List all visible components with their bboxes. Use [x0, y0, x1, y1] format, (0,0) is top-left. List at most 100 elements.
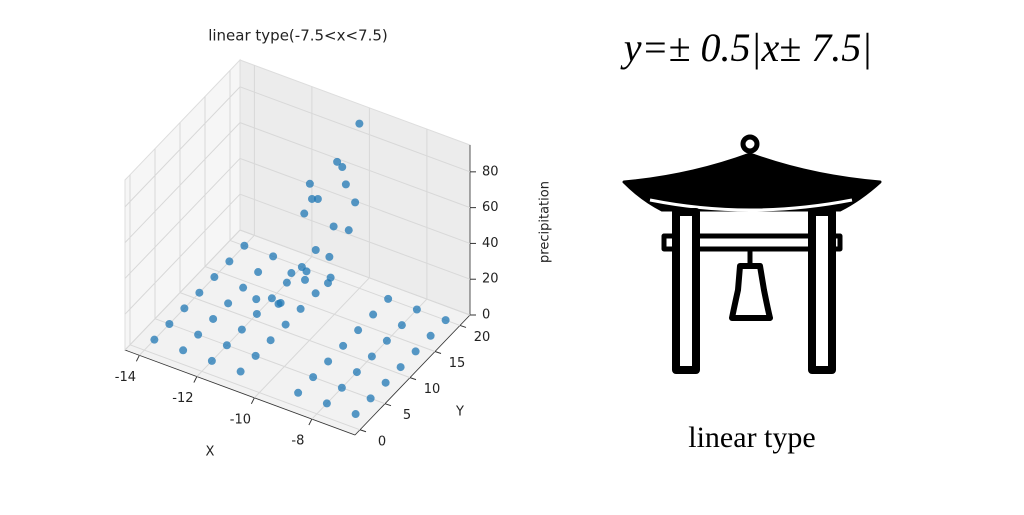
grid-line	[239, 122, 471, 209]
point	[240, 241, 249, 250]
grid-line	[229, 239, 461, 326]
point	[384, 294, 393, 303]
grid-line	[154, 318, 386, 405]
point	[311, 289, 320, 298]
point	[381, 378, 390, 387]
grid-line	[179, 292, 411, 379]
grid-line	[124, 229, 241, 351]
grid-line	[204, 266, 436, 352]
point	[351, 410, 360, 419]
point	[150, 335, 159, 344]
point	[313, 194, 322, 203]
point	[236, 367, 245, 376]
point	[239, 283, 248, 292]
tick-mark	[434, 351, 442, 354]
grid-line	[129, 344, 361, 431]
point	[165, 320, 174, 329]
point	[224, 299, 233, 308]
point	[338, 163, 347, 172]
grid-line	[124, 158, 241, 279]
plot-3d: -14 -12 -10 -8 0 5 10 15 20 0 20 40 60 80	[115, 58, 499, 449]
point	[267, 294, 276, 303]
point	[339, 341, 348, 350]
grid-line	[124, 122, 241, 243]
point	[441, 316, 450, 325]
y-tick-label: 15	[449, 356, 466, 371]
point	[309, 373, 318, 382]
point	[210, 273, 219, 282]
point	[426, 331, 435, 340]
point	[296, 304, 305, 313]
point	[287, 269, 296, 278]
point	[325, 252, 334, 261]
point	[366, 394, 375, 403]
tick-mark	[409, 377, 417, 381]
z-tick-label: 0	[482, 308, 490, 323]
point	[397, 321, 406, 330]
tick-mark	[193, 376, 198, 383]
point	[237, 325, 246, 334]
point	[411, 347, 420, 356]
point	[396, 363, 405, 372]
point	[322, 399, 331, 408]
chart-title: linear type(-7.5<x<7.5)	[208, 27, 388, 45]
y-tick-label: 5	[403, 408, 411, 423]
grid-line	[124, 86, 241, 208]
point	[324, 279, 332, 288]
point	[382, 336, 391, 345]
z-tick-label: 80	[482, 164, 499, 179]
point	[302, 267, 311, 276]
point	[355, 119, 364, 128]
point	[222, 341, 231, 350]
y-tick-label: 20	[474, 330, 491, 345]
z-tick-label: 20	[482, 272, 499, 287]
point	[294, 388, 303, 397]
point	[225, 257, 234, 266]
point	[308, 194, 316, 203]
tick-mark	[250, 397, 255, 405]
point	[282, 278, 291, 287]
point	[341, 180, 350, 189]
point	[412, 305, 421, 314]
point	[207, 356, 216, 365]
point	[300, 209, 309, 218]
tick-mark	[384, 403, 392, 407]
tick-mark	[459, 324, 467, 328]
point	[194, 330, 203, 339]
point	[367, 352, 376, 361]
tick-mark	[135, 355, 140, 362]
point	[354, 326, 363, 335]
point	[344, 226, 353, 235]
point	[369, 310, 378, 319]
gate-icon	[622, 134, 882, 374]
x-tick-label: -8	[291, 434, 304, 449]
point	[209, 314, 218, 323]
point	[305, 179, 314, 188]
y-axis-label: Y	[455, 405, 464, 420]
axis-line	[124, 349, 356, 436]
y-tick-label: 0	[378, 434, 386, 449]
point	[179, 346, 188, 355]
point	[351, 198, 360, 207]
z-tick-label: 60	[482, 200, 499, 215]
point	[281, 320, 290, 329]
point	[254, 268, 263, 277]
grid-line	[239, 86, 471, 173]
grid-line	[239, 229, 471, 316]
point	[301, 275, 309, 284]
x-tick-label: -12	[172, 391, 193, 406]
point	[311, 246, 320, 255]
point	[269, 252, 278, 261]
x-axis-label: X	[206, 445, 215, 460]
x-tick-label: -10	[230, 412, 251, 427]
caption: linear type	[688, 421, 815, 454]
point	[180, 304, 189, 313]
grid-line	[239, 193, 471, 280]
x-tick-label: -14	[115, 370, 136, 385]
z-tick-label: 40	[482, 236, 499, 251]
point	[352, 368, 361, 377]
point	[252, 309, 261, 318]
formula: y=± 0.5|x± 7.5|	[620, 25, 872, 70]
